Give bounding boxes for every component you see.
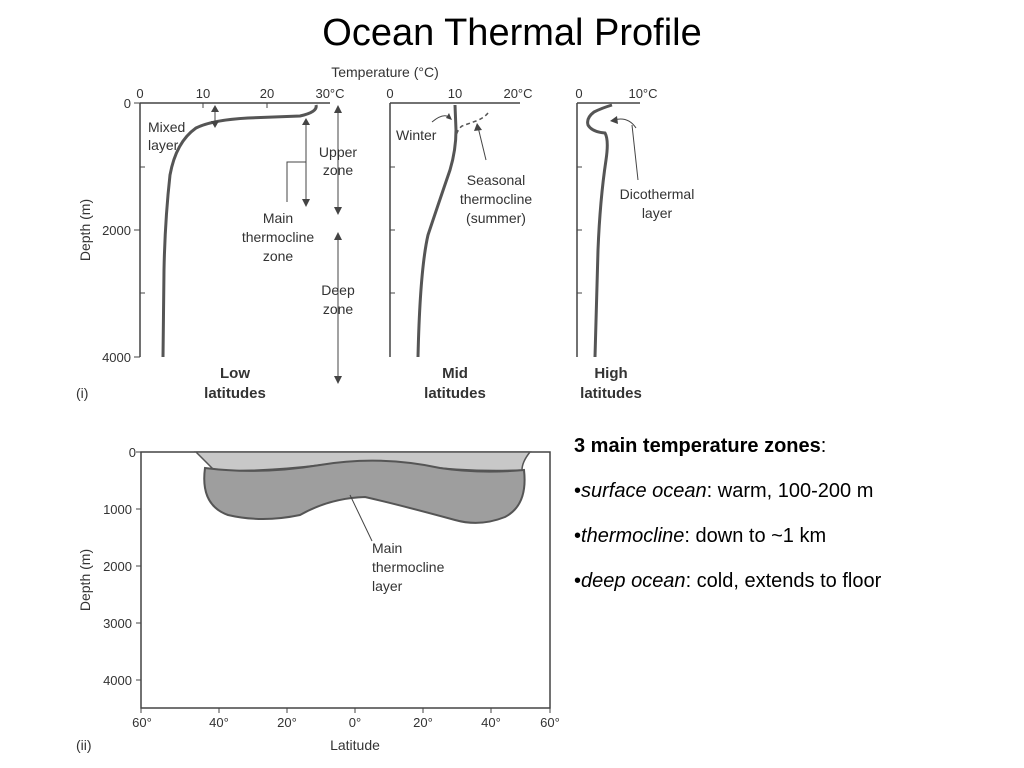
- ii-depth-tick-4000: 4000: [103, 673, 132, 688]
- temperature-axis-label: Temperature (°C): [331, 64, 439, 80]
- ii-depth-tick-1000: 1000: [103, 502, 132, 517]
- main-thermocline-layer-label: Main thermocline layer: [372, 540, 445, 594]
- dicothermal-layer-label: Dicothermal layer: [620, 186, 695, 221]
- mid-temp-tick-10: 10: [448, 86, 462, 101]
- bullet-term: deep ocean: [581, 570, 686, 592]
- high-latitudes-caption: High latitudes: [580, 365, 642, 402]
- lat-tick-40s: 40°: [209, 715, 229, 730]
- lat-tick-60n: 60°: [540, 715, 560, 730]
- ii-depth-tick-3000: 3000: [103, 616, 132, 631]
- low-temp-tick-30: 30°C: [315, 86, 344, 101]
- slide-title: Ocean Thermal Profile: [322, 12, 702, 54]
- ii-depth-axis-label: Depth (m): [77, 549, 93, 611]
- mid-temp-tick-20: 20°C: [503, 86, 532, 101]
- high-latitude-profile-curve: [586, 103, 613, 358]
- seasonal-thermocline-curve: [455, 112, 489, 138]
- bullet-text: : warm, 100-200 m: [706, 480, 874, 502]
- zones-heading-text: 3 main temperature zones: [574, 435, 821, 457]
- mid-latitude-winter-curve: [416, 104, 458, 358]
- latitude-axis-label: Latitude: [330, 737, 380, 753]
- bullet-surface-ocean: •surface ocean: warm, 100-200 m: [574, 480, 874, 502]
- lat-tick-0: 0°: [349, 715, 361, 730]
- temperature-zones-summary: 3 main temperature zones: •surface ocean…: [574, 435, 1014, 615]
- bullet-term: surface ocean: [581, 480, 707, 502]
- bullet-text: : down to ~1 km: [684, 525, 827, 547]
- surface-layer-shape: [194, 451, 532, 472]
- high-temp-tick-0: 0: [575, 86, 582, 101]
- lat-tick-20n: 20°: [413, 715, 433, 730]
- bullet-deep-ocean: •deep ocean: cold, extends to floor: [574, 570, 882, 592]
- low-latitudes-panel: 0 2000 4000 0 10 20 30°C Mixed layer Uppe…: [102, 86, 357, 402]
- high-temp-tick-10: 10°C: [628, 86, 657, 101]
- lat-tick-60s: 60°: [132, 715, 152, 730]
- latitude-cross-section-figure: 0 1000 2000 3000 4000 Depth (m) 60° 40° …: [76, 445, 560, 753]
- upper-zone-label: Upper zone: [319, 144, 357, 178]
- low-temp-tick-0: 0: [136, 86, 143, 101]
- depth-tick-2000: 2000: [102, 223, 131, 238]
- deep-zone-label: Deep zone: [321, 282, 355, 317]
- panel-label-i: (i): [76, 385, 88, 401]
- mid-latitudes-caption: Mid latitudes: [424, 365, 486, 402]
- mid-temp-tick-0: 0: [386, 86, 393, 101]
- zones-heading-colon: :: [820, 435, 827, 457]
- winter-label: Winter: [396, 127, 437, 143]
- seasonal-thermocline-label: Seasonal thermocline (summer): [460, 172, 533, 226]
- low-latitudes-caption: Low latitudes: [204, 365, 266, 402]
- depth-tick-4000: 4000: [102, 350, 131, 365]
- high-latitudes-panel: 0 10°C Dicothermal layer High latitudes: [575, 86, 694, 402]
- lat-tick-20s: 20°: [277, 715, 297, 730]
- bullet-text: : cold, extends to floor: [685, 570, 882, 592]
- main-thermocline-pointer: [349, 494, 373, 542]
- main-thermocline-shape: [203, 459, 526, 524]
- ii-depth-tick-0: 0: [129, 445, 136, 460]
- depth-tick-0: 0: [124, 96, 131, 111]
- low-temp-tick-10: 10: [196, 86, 210, 101]
- mid-latitudes-panel: 0 10 20°C Winter Seasonal thermocline (sum…: [386, 86, 532, 402]
- bullet-thermocline: •thermocline: down to ~1 km: [574, 525, 827, 547]
- low-temp-tick-20: 20: [260, 86, 274, 101]
- lat-tick-40n: 40°: [481, 715, 501, 730]
- depth-axis-label-i: Depth (m): [77, 199, 93, 261]
- ii-depth-tick-2000: 2000: [103, 559, 132, 574]
- bullet-term: thermocline: [581, 525, 685, 547]
- mixed-layer-label: Mixed layer: [148, 119, 185, 153]
- main-thermocline-zone-label: Main thermocline zone: [242, 210, 315, 264]
- low-latitude-profile-curve: [161, 104, 318, 358]
- zones-heading: 3 main temperature zones:: [574, 435, 1014, 458]
- panel-label-ii: (ii): [76, 737, 92, 753]
